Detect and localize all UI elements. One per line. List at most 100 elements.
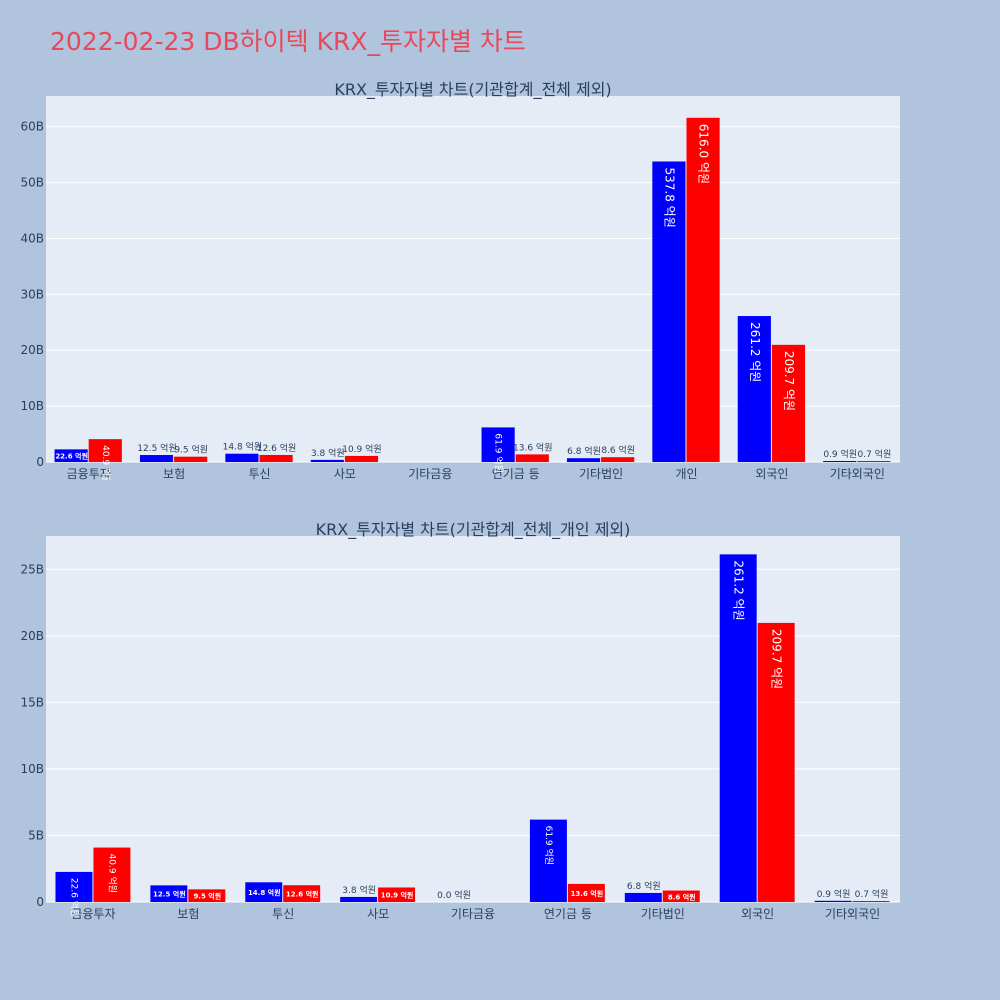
bar <box>54 449 88 462</box>
bar-label: 209.7 억원 <box>782 351 796 411</box>
bar-label: 0.7 억원 <box>858 448 892 460</box>
bar <box>566 458 601 462</box>
bar <box>225 453 259 462</box>
y-tick-label: 10B <box>20 762 44 776</box>
bar <box>245 882 283 902</box>
y-tick-label: 25B <box>20 562 44 576</box>
bar <box>823 461 857 462</box>
x-tick-label: 기타외국인 <box>825 907 880 920</box>
bar-label: 0.9 억원 <box>817 888 851 900</box>
x-tick-label: 기타금융 <box>451 907 495 920</box>
bar-label: 10.9 억원 <box>381 891 414 900</box>
bar-label: 8.6 억원 <box>601 444 635 456</box>
bar-label: 22.6 억원 <box>68 878 80 917</box>
bar-label: 9.5 억원 <box>174 444 208 456</box>
y-tick-label: 20B <box>20 629 44 643</box>
x-tick-label: 보험 <box>163 467 185 480</box>
bar-label: 537.8 억원 <box>662 167 676 227</box>
bar <box>150 885 188 902</box>
bar-label: 8.6 억원 <box>668 892 696 901</box>
bar <box>601 457 635 462</box>
bar-label: 12.6 억원 <box>257 442 296 454</box>
bar-label: 40.9 억원 <box>106 854 118 893</box>
bar <box>771 344 806 462</box>
y-tick-label: 50B <box>20 176 44 190</box>
x-tick-label: 기타금융 <box>408 467 452 480</box>
bar-label: 6.8 억원 <box>567 445 601 457</box>
bar <box>310 459 344 462</box>
y-tick-label: 30B <box>20 287 44 301</box>
y-tick-label: 0 <box>36 455 44 469</box>
bar-label: 6.8 억원 <box>627 880 661 892</box>
bar <box>139 455 174 462</box>
chart-investor-excl-individual: KRX_투자자별 차트(기관합계_전체_개인 제외) 0 5B 10B 15B 20B 2… <box>20 520 900 920</box>
bar-label: 13.6 억원 <box>571 889 604 898</box>
bar <box>757 622 795 902</box>
y-tick-label: 60B <box>20 120 44 134</box>
bar-label: 261.2 억원 <box>732 560 746 620</box>
bar <box>344 455 379 462</box>
chart-title: KRX_투자자별 차트(기관합계_전체_개인 제외) <box>316 520 631 540</box>
x-tick-label: 기타외국인 <box>830 467 885 480</box>
x-tick-label: 금융투자 <box>71 907 115 920</box>
bar <box>652 161 686 462</box>
bar-label: 22.6 억원 <box>55 452 88 461</box>
bar <box>93 847 131 902</box>
chart-title: KRX_투자자별 차트(기관합계_전체 제외) <box>334 80 611 100</box>
bar <box>88 439 122 462</box>
x-tick-label: 외국인 <box>755 467 788 480</box>
x-tick-label: 사모 <box>334 467 356 480</box>
chart-investor-all: KRX_투자자별 차트(기관합계_전체 제외) 0 10B 20B 30B 40B 50B… <box>20 80 900 480</box>
bar-label: 61.9 억원 <box>493 433 505 472</box>
bar <box>662 890 700 902</box>
bar <box>340 896 378 902</box>
bar-label: 12.5 억원 <box>153 890 186 899</box>
bar-label: 261.2 억원 <box>748 322 762 382</box>
bar <box>481 427 515 462</box>
bar <box>515 454 549 462</box>
bar-label: 14.8 억원 <box>223 441 262 453</box>
bar-label: 616.0 억원 <box>697 124 711 184</box>
bar <box>55 871 93 902</box>
x-tick-label: 기타법인 <box>641 907 685 920</box>
y-tick-label: 15B <box>20 695 44 709</box>
bar <box>567 883 605 902</box>
x-tick-label: 투신 <box>272 907 294 920</box>
bar-label: 40.9 억원 <box>100 445 112 480</box>
y-tick-label: 10B <box>20 399 44 413</box>
x-tick-label: 보험 <box>177 907 199 920</box>
bar <box>283 885 321 902</box>
bar <box>188 889 226 902</box>
x-tick-label: 투신 <box>248 467 270 480</box>
bar <box>852 901 890 902</box>
bar <box>174 456 208 462</box>
x-tick-label: 연기금 등 <box>544 907 592 920</box>
bar <box>624 892 662 902</box>
bar <box>259 454 293 462</box>
bar-label: 209.7 억원 <box>770 629 784 689</box>
bar-label: 10.9 억원 <box>342 443 381 455</box>
x-tick-label: 기타법인 <box>579 467 623 480</box>
x-tick-label: 연기금 등 <box>492 467 540 480</box>
bar <box>857 461 891 462</box>
bar <box>719 554 757 902</box>
bar-label: 14.8 억원 <box>248 888 281 897</box>
y-tick-label: 5B <box>28 828 44 842</box>
bar <box>686 117 720 463</box>
bar <box>529 819 567 902</box>
y-tick-label: 20B <box>20 343 44 357</box>
x-tick-label: 외국인 <box>741 907 774 920</box>
bar <box>737 316 771 462</box>
bar-label: 0.7 억원 <box>855 888 889 900</box>
x-tick-label: 사모 <box>367 907 389 920</box>
x-tick-label: 금융투자 <box>67 467 111 480</box>
x-tick-label: 개인 <box>675 467 697 480</box>
bar <box>814 900 852 902</box>
bar-label: 12.6 억원 <box>286 890 319 899</box>
bar-label: 13.6 억원 <box>513 441 552 453</box>
bar <box>378 887 416 902</box>
bar-label: 9.5 억원 <box>193 892 221 901</box>
bar-label: 0.0 억원 <box>437 889 471 901</box>
page-title: 2022-02-23 DB하이텍 KRX_투자자별 차트 <box>50 27 526 56</box>
bar-label: 3.8 억원 <box>342 884 376 896</box>
